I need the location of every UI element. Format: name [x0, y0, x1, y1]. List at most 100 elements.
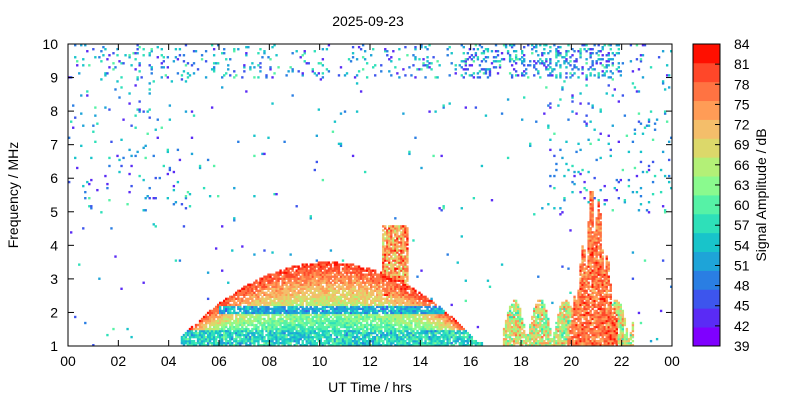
- heatmap-cell: [384, 317, 387, 321]
- heatmap-cell: [508, 327, 512, 331]
- heatmap-cell: [257, 341, 260, 345]
- heatmap-cell: [392, 275, 395, 278]
- heatmap-cell: [295, 271, 298, 274]
- heatmap-cell: [355, 275, 359, 278]
- heatmap-cell: [269, 341, 272, 345]
- heatmap-cell: [245, 297, 248, 301]
- heatmap-cell: [345, 331, 349, 335]
- heatmap-cell: [372, 273, 375, 276]
- heatmap-cell: [329, 283, 333, 286]
- heatmap-cell: [422, 317, 425, 321]
- heatmap-cell: [422, 325, 425, 329]
- heatmap-cell: [267, 313, 270, 317]
- heatmap-cell: [535, 44, 538, 47]
- heatmap-cell: [267, 315, 270, 319]
- heatmap-cell: [456, 331, 459, 335]
- heatmap-cell: [285, 273, 288, 276]
- heatmap-cell: [392, 335, 395, 339]
- heatmap-cell: [442, 315, 445, 319]
- heatmap-cell: [480, 343, 484, 347]
- heatmap-cell: [325, 48, 329, 51]
- heatmap-cell: [361, 289, 365, 292]
- heatmap-cell: [359, 301, 363, 305]
- heatmap-cell: [257, 303, 260, 307]
- heatmap-cell: [355, 337, 359, 341]
- heatmap-cell: [285, 337, 288, 341]
- heatmap-cell: [130, 184, 133, 188]
- heatmap-cell: [267, 337, 270, 341]
- heatmap-cell: [130, 64, 133, 67]
- heatmap-cell: [396, 245, 399, 248]
- heatmap-cell: [412, 329, 415, 333]
- heatmap-cell: [406, 237, 409, 240]
- heatmap-cell: [390, 283, 393, 286]
- heatmap-cell: [388, 327, 391, 331]
- heatmap-cell: [438, 313, 441, 317]
- heatmap-cell: [182, 341, 186, 345]
- heatmap-cell: [394, 235, 397, 238]
- heatmap-cell: [335, 263, 339, 266]
- heatmap-cell: [533, 315, 536, 319]
- heatmap-cell: [353, 273, 357, 276]
- heatmap-cell: [285, 289, 288, 292]
- heatmap-cell: [406, 283, 409, 286]
- heatmap-cell: [214, 309, 218, 313]
- heatmap-cell: [319, 295, 323, 299]
- heatmap-cell: [518, 327, 522, 331]
- heatmap-cell: [388, 337, 391, 341]
- heatmap-cell: [319, 313, 323, 317]
- heatmap-cell: [243, 321, 246, 325]
- heatmap-cell: [521, 333, 524, 337]
- heatmap-cell: [438, 64, 441, 67]
- heatmap-cell: [400, 239, 403, 242]
- heatmap-cell: [448, 341, 451, 345]
- heatmap-cell: [535, 335, 538, 339]
- heatmap-cell: [327, 44, 331, 47]
- heatmap-cell: [281, 337, 284, 341]
- heatmap-cell: [337, 301, 341, 305]
- heatmap-cell: [275, 54, 278, 57]
- heatmap-cell: [198, 325, 202, 329]
- heatmap-cell: [225, 329, 228, 333]
- heatmap-cell: [154, 225, 157, 228]
- heatmap-cell: [299, 337, 302, 341]
- heatmap-cell: [533, 213, 536, 216]
- heatmap-cell: [452, 325, 455, 329]
- heatmap-cell: [378, 273, 381, 276]
- heatmap-cell: [404, 275, 407, 278]
- heatmap-cell: [370, 295, 373, 299]
- heatmap-cell: [404, 311, 407, 315]
- heatmap-cell: [289, 289, 292, 292]
- heatmap-cell: [428, 343, 431, 347]
- heatmap-cell: [365, 295, 369, 299]
- heatmap-cell: [378, 285, 381, 288]
- heatmap-cell: [283, 279, 286, 282]
- heatmap-cell: [331, 323, 335, 327]
- heatmap-cell: [361, 311, 365, 315]
- heatmap-cell: [251, 295, 254, 299]
- heatmap-cell: [414, 293, 417, 297]
- heatmap-cell: [339, 142, 343, 146]
- heatmap-cell: [327, 70, 331, 73]
- heatmap-cell: [333, 331, 337, 335]
- heatmap-cell: [315, 341, 318, 345]
- heatmap-cell: [239, 323, 242, 327]
- heatmap-cell: [321, 341, 325, 345]
- heatmap-cell: [484, 70, 488, 73]
- heatmap-cell: [108, 108, 111, 111]
- heatmap-cell: [359, 325, 363, 329]
- heatmap-cell: [333, 319, 337, 323]
- heatmap-cell: [335, 297, 339, 301]
- heatmap-cell: [305, 305, 308, 309]
- heatmap-cell: [466, 333, 469, 337]
- heatmap-cell: [490, 62, 494, 65]
- heatmap-cell: [275, 279, 278, 282]
- heatmap-cell: [434, 337, 437, 341]
- heatmap-cell: [345, 307, 349, 311]
- heatmap-cell: [374, 287, 377, 290]
- heatmap-cell: [331, 327, 335, 331]
- heatmap-cell: [508, 307, 512, 311]
- heatmap-cell: [390, 289, 393, 292]
- heatmap-cell: [454, 72, 457, 75]
- heatmap-cell: [225, 315, 228, 319]
